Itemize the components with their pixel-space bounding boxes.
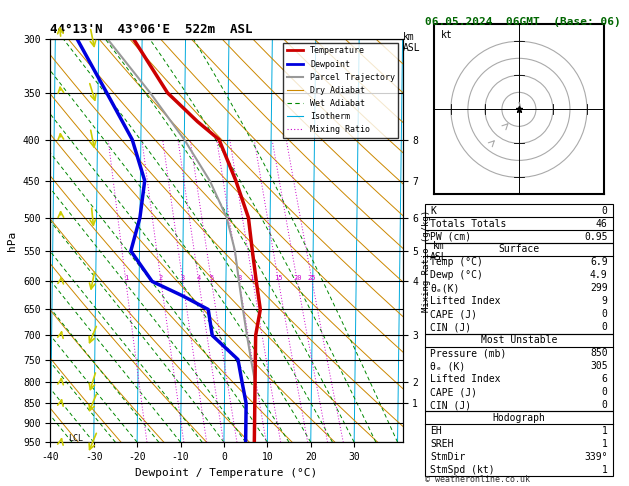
Text: 339°: 339°	[584, 452, 608, 462]
Bar	[425, 334, 613, 412]
Y-axis label: hPa: hPa	[8, 230, 18, 251]
Text: 6: 6	[602, 374, 608, 384]
Text: 1: 1	[602, 439, 608, 449]
Text: Temp (°C): Temp (°C)	[430, 258, 483, 267]
Text: θₑ (K): θₑ (K)	[430, 361, 465, 371]
Text: 0: 0	[602, 322, 608, 332]
Bar	[425, 412, 613, 476]
Text: 1: 1	[602, 465, 608, 475]
Text: EH: EH	[430, 426, 442, 436]
Text: 0: 0	[602, 387, 608, 397]
Text: 299: 299	[590, 283, 608, 294]
Text: PW (cm): PW (cm)	[430, 231, 471, 242]
Text: 06.05.2024  06GMT  (Base: 06): 06.05.2024 06GMT (Base: 06)	[425, 17, 620, 27]
Text: 1: 1	[602, 426, 608, 436]
Text: 0: 0	[602, 309, 608, 319]
Text: Pressure (mb): Pressure (mb)	[430, 348, 506, 358]
Text: 0: 0	[602, 206, 608, 216]
Text: 15: 15	[274, 276, 283, 281]
Text: 8: 8	[237, 276, 242, 281]
Bar	[425, 243, 613, 334]
Text: CAPE (J): CAPE (J)	[430, 387, 477, 397]
Y-axis label: km
ASL: km ASL	[430, 241, 448, 262]
Text: 3: 3	[181, 276, 185, 281]
Text: LCL: LCL	[68, 434, 83, 443]
Text: 305: 305	[590, 361, 608, 371]
Text: K: K	[430, 206, 436, 216]
Bar	[425, 204, 613, 243]
Text: 2: 2	[159, 276, 163, 281]
Text: SREH: SREH	[430, 439, 454, 449]
Text: 20: 20	[293, 276, 301, 281]
Text: Surface: Surface	[498, 244, 540, 255]
Legend: Temperature, Dewpoint, Parcel Trajectory, Dry Adiabat, Wet Adiabat, Isotherm, Mi: Temperature, Dewpoint, Parcel Trajectory…	[284, 43, 398, 138]
Text: 44°13'N  43°06'E  522m  ASL: 44°13'N 43°06'E 522m ASL	[50, 23, 253, 36]
Text: Lifted Index: Lifted Index	[430, 296, 501, 306]
Text: kt: kt	[441, 30, 452, 40]
Text: Mixing Ratio (g/kg): Mixing Ratio (g/kg)	[422, 209, 431, 312]
Text: 10: 10	[248, 276, 257, 281]
Text: Lifted Index: Lifted Index	[430, 374, 501, 384]
Text: 1: 1	[124, 276, 128, 281]
Text: 5: 5	[209, 276, 214, 281]
Text: StmSpd (kt): StmSpd (kt)	[430, 465, 495, 475]
Text: 25: 25	[308, 276, 316, 281]
Text: 4.9: 4.9	[590, 270, 608, 280]
Text: Dewp (°C): Dewp (°C)	[430, 270, 483, 280]
Text: CAPE (J): CAPE (J)	[430, 309, 477, 319]
Text: 4: 4	[197, 276, 201, 281]
Text: Hodograph: Hodograph	[493, 413, 545, 423]
Text: 0.95: 0.95	[584, 231, 608, 242]
Text: 9: 9	[602, 296, 608, 306]
Text: km
ASL: km ASL	[403, 32, 420, 53]
Text: CIN (J): CIN (J)	[430, 322, 471, 332]
Text: © weatheronline.co.uk: © weatheronline.co.uk	[425, 474, 530, 484]
Text: CIN (J): CIN (J)	[430, 400, 471, 410]
Text: StmDir: StmDir	[430, 452, 465, 462]
Text: Most Unstable: Most Unstable	[481, 335, 557, 345]
Text: 6.9: 6.9	[590, 258, 608, 267]
Text: θₑ(K): θₑ(K)	[430, 283, 460, 294]
X-axis label: Dewpoint / Temperature (°C): Dewpoint / Temperature (°C)	[135, 468, 318, 478]
Text: 850: 850	[590, 348, 608, 358]
Text: 0: 0	[602, 400, 608, 410]
Text: 46: 46	[596, 219, 608, 228]
Text: Totals Totals: Totals Totals	[430, 219, 506, 228]
